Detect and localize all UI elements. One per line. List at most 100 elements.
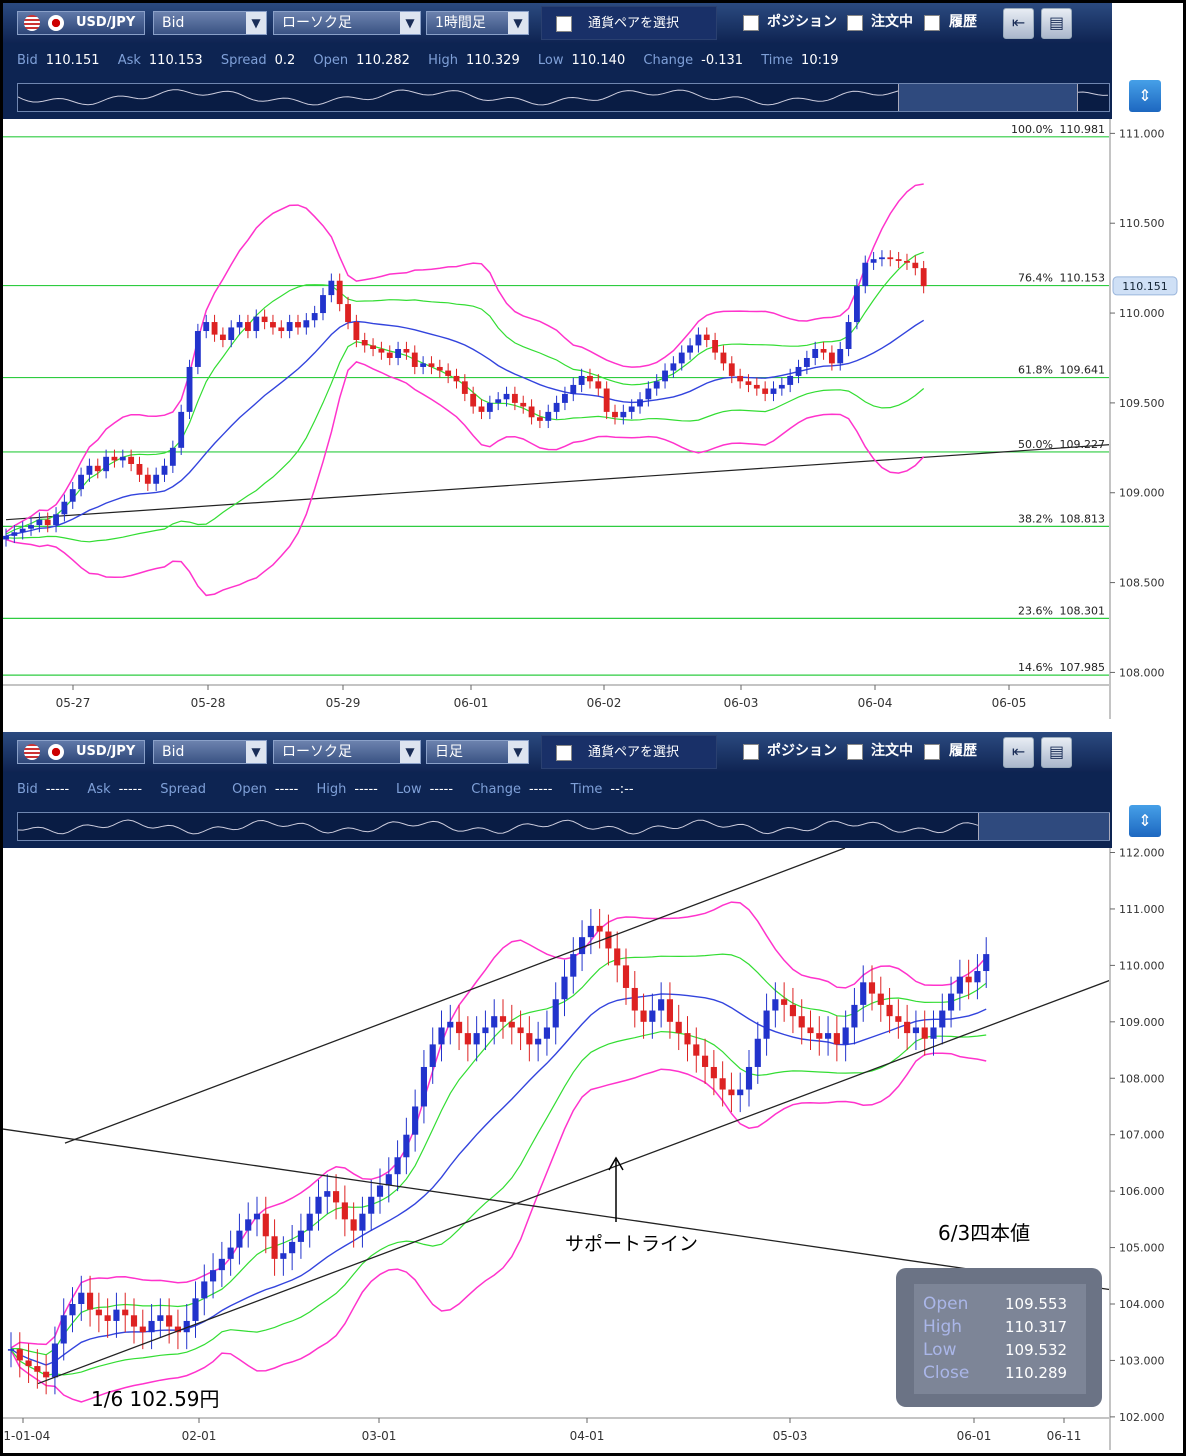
candle-body — [983, 954, 990, 972]
chart-type-select[interactable]: ローソク足 ▼ — [273, 740, 421, 764]
navigator-strip[interactable] — [17, 83, 1110, 112]
candle-body — [183, 1320, 190, 1333]
candle-body — [111, 456, 118, 461]
chart-settings-icon[interactable]: ⇤ — [1003, 737, 1034, 768]
candle-body — [368, 1196, 375, 1214]
time-label: Time — [570, 782, 603, 797]
y-tick-label: 107.000 — [1119, 1129, 1165, 1142]
candle-body — [453, 375, 460, 382]
ohlc-label: Open — [923, 1294, 968, 1314]
candle-body — [438, 1027, 445, 1045]
currency-pair-button[interactable]: USD/JPY — [17, 740, 145, 764]
select-pair-button[interactable]: 通貨ペアを選択 — [541, 735, 717, 769]
window-layout-icon[interactable]: ▤ — [1041, 737, 1072, 768]
x-tick-label: 06-11 — [1047, 1429, 1082, 1443]
history-checkbox[interactable] — [924, 744, 940, 760]
select-pair-button[interactable]: 通貨ペアを選択 — [541, 6, 717, 40]
candle-body — [78, 1292, 85, 1304]
candle-body — [103, 456, 110, 472]
candle-body — [44, 519, 51, 526]
chart-panel-hourly: USD/JPY Bid ▼ ローソク足 ▼ 1時間足 ▼ 通貨ペアを選択 ポジシ… — [3, 3, 1112, 719]
candle-body — [201, 1281, 208, 1299]
candle-body — [578, 937, 586, 955]
timeframe-select[interactable]: 1時間足 ▼ — [426, 11, 529, 35]
navigator-thumb[interactable] — [978, 813, 1110, 840]
navigator-thumb[interactable] — [898, 84, 1078, 111]
y-tick-label: 108.000 — [1119, 1072, 1165, 1085]
bottom-panel-toggle-icon[interactable]: ⇕ — [1129, 805, 1161, 837]
hourly-candlestick-chart: 100.0% 110.981 76.4% 110.153 61.8% 109.641 50.… — [3, 119, 1112, 719]
chart-type-value: ローソク足 — [282, 15, 352, 31]
select-pair-checkbox[interactable] — [556, 745, 572, 761]
candle-body — [862, 262, 869, 287]
price-type-select[interactable]: Bid ▼ — [153, 11, 267, 35]
candle-body — [520, 402, 527, 407]
candle-body — [289, 1241, 296, 1254]
candle-body — [653, 381, 660, 389]
time-value: 10:19 — [801, 53, 839, 68]
candle-body — [803, 357, 810, 367]
navigator-sparkline — [17, 819, 1109, 835]
position-label: ポジション — [767, 743, 837, 759]
candle-body — [53, 514, 59, 526]
candle-body — [778, 384, 785, 389]
candle-body — [703, 334, 710, 341]
candle-body — [153, 474, 160, 484]
candle-body — [245, 322, 251, 332]
candle-body — [324, 1191, 331, 1197]
position-checkbox[interactable] — [743, 15, 759, 31]
candle-body — [336, 280, 343, 305]
candle-body — [445, 370, 452, 376]
candle-body — [754, 1038, 761, 1067]
candle-body — [728, 363, 735, 376]
candle-body — [78, 474, 85, 490]
candle-body — [218, 1258, 225, 1271]
us-flag-icon — [24, 15, 40, 31]
candle-body — [795, 366, 802, 376]
orders-label: 注文中 — [871, 743, 913, 759]
candle-body — [511, 393, 518, 403]
candle-body — [3, 535, 9, 540]
candle-body — [332, 1191, 340, 1203]
candle-body — [820, 348, 827, 353]
history-checkbox[interactable] — [924, 15, 940, 31]
candle-body — [211, 322, 218, 335]
chart-settings-icon[interactable]: ⇤ — [1003, 8, 1034, 39]
orders-checkbox[interactable] — [847, 15, 863, 31]
navigator-strip[interactable] — [17, 812, 1110, 841]
candle-body — [614, 948, 621, 966]
candle-body — [868, 982, 876, 994]
candle-body — [148, 1320, 155, 1333]
window-layout-icon[interactable]: ▤ — [1041, 8, 1072, 39]
chart-type-select[interactable]: ローソク足 ▼ — [273, 11, 421, 35]
candle-body — [666, 999, 674, 1022]
candle-body — [271, 1236, 278, 1259]
candle-body — [628, 406, 635, 412]
bollinger-upper-1sigma — [5, 251, 924, 535]
currency-pair-label: USD/JPY — [76, 744, 136, 759]
candle-body — [675, 1021, 682, 1034]
high-label: High — [428, 53, 458, 68]
x-tick-label: 06-03 — [724, 696, 759, 710]
candle-body — [119, 456, 126, 461]
fibonacci-percent-label: 61.8% — [1018, 364, 1053, 377]
low-value: ----- — [429, 782, 454, 797]
candle-body — [69, 489, 76, 502]
y-tick-label: 112.000 — [1119, 848, 1165, 860]
position-checkbox[interactable] — [743, 744, 759, 760]
price-type-select[interactable]: Bid ▼ — [153, 740, 267, 764]
top-panel-toggle-icon[interactable]: ⇕ — [1129, 80, 1161, 112]
candle-body — [161, 465, 168, 475]
candle-body — [261, 316, 268, 323]
currency-pair-button[interactable]: USD/JPY — [17, 11, 145, 35]
candle-body — [587, 375, 593, 382]
select-pair-checkbox[interactable] — [556, 16, 572, 32]
fibonacci-percent-label: 100.0% — [1011, 123, 1053, 136]
orders-checkbox[interactable] — [847, 744, 863, 760]
timeframe-select[interactable]: 日足 ▼ — [426, 740, 529, 764]
low-value: 110.140 — [571, 53, 626, 68]
bid-label: Bid — [17, 53, 38, 68]
fibonacci-percent-label: 14.6% — [1018, 661, 1053, 674]
change-label: Change — [643, 53, 694, 68]
candle-body — [370, 345, 376, 349]
